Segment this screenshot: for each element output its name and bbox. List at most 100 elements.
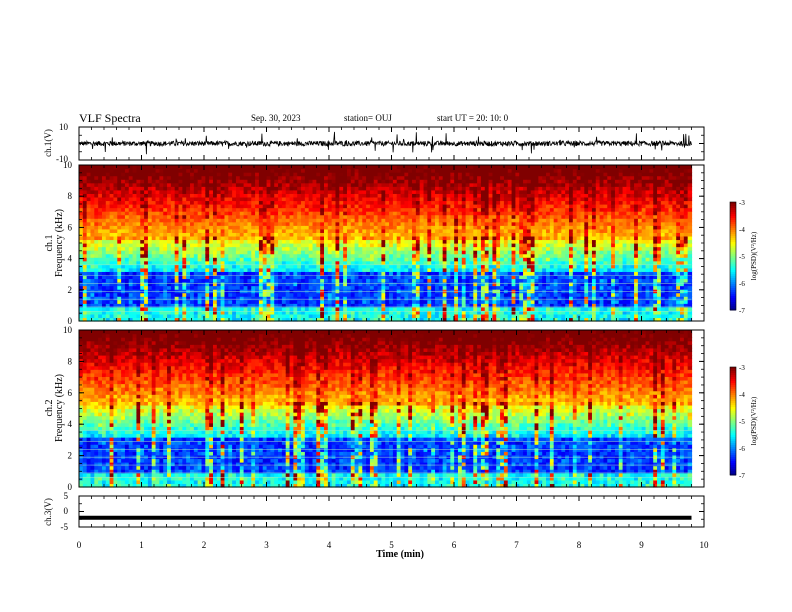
spectrogram-cell xyxy=(346,310,352,315)
spectrogram-cell xyxy=(377,257,383,262)
spectrogram-cell xyxy=(308,303,314,308)
spectrogram-cell xyxy=(327,250,333,255)
spectrogram-cell xyxy=(86,189,92,194)
spectrogram-cell xyxy=(324,172,329,177)
spectrogram-cell xyxy=(423,306,428,311)
spectrogram-cell xyxy=(182,267,187,272)
spectrogram-cell xyxy=(178,211,183,216)
spectrogram-cell xyxy=(182,225,187,230)
spectrogram-cell xyxy=(377,225,383,230)
spectrogram-cell xyxy=(243,239,249,244)
spectrogram-cell xyxy=(289,207,294,212)
spectrogram-cell xyxy=(324,292,329,297)
spectrogram-cell xyxy=(465,313,471,319)
spectrogram-cell xyxy=(235,207,241,212)
spectrogram-cell xyxy=(343,267,348,272)
spectrogram-cell xyxy=(477,193,482,198)
spectrogram-cell xyxy=(442,239,448,244)
spectrogram-cell xyxy=(465,175,471,180)
spectrogram-cell xyxy=(220,165,226,170)
spectrogram-cell xyxy=(205,189,210,194)
spectrogram-cell xyxy=(209,260,214,265)
spectrogram-cell xyxy=(186,260,191,265)
spectrogram-cell xyxy=(289,211,294,216)
spectrogram-cell xyxy=(151,175,157,180)
spectrogram-cell xyxy=(262,257,268,262)
spectrogram-cell xyxy=(381,207,386,212)
spectrogram-cell xyxy=(140,313,145,319)
spectrogram-cell xyxy=(496,207,501,212)
spectrogram-cell xyxy=(136,207,141,212)
spectrogram-cell xyxy=(362,260,367,265)
spectrogram-cell xyxy=(492,228,497,233)
spectrogram-cell xyxy=(224,239,229,244)
spectrogram-cell xyxy=(400,175,405,180)
spectrogram-cell xyxy=(477,204,482,209)
spectrogram-cell xyxy=(86,228,92,233)
spectrogram-cell xyxy=(435,225,440,230)
spectrogram-cell xyxy=(79,193,84,198)
spectrogram-cell xyxy=(480,250,486,255)
spectrogram-cell xyxy=(297,264,302,269)
spectrogram-cell xyxy=(324,218,329,223)
spectrogram-cell xyxy=(312,200,317,205)
spectrogram-cell xyxy=(324,175,329,180)
spectrogram-cell xyxy=(293,204,298,209)
spectrogram-cell xyxy=(308,317,314,322)
spectrogram-cell xyxy=(201,267,206,272)
spectrogram-cell xyxy=(461,310,467,315)
spectrogram-cell xyxy=(113,299,118,304)
spectrogram-cell xyxy=(79,182,84,187)
spectrogram-cell xyxy=(209,282,214,287)
spectrogram-cell xyxy=(190,225,195,230)
spectrogram-cell xyxy=(209,253,214,258)
spectrogram-cell xyxy=(389,264,394,269)
spectrogram-cell xyxy=(151,260,157,265)
spectrogram-cell xyxy=(266,232,272,237)
spectrogram-cell xyxy=(346,172,352,177)
spectrogram-cell xyxy=(454,257,459,262)
spectrogram-cell xyxy=(446,271,451,276)
spectrogram-cell xyxy=(147,165,153,170)
spectrogram-cell xyxy=(423,218,428,223)
spectrogram-cell xyxy=(232,175,237,180)
spectrogram-cell xyxy=(343,250,348,255)
spectrogram-cell xyxy=(220,186,226,191)
spectrogram-cell xyxy=(419,243,425,248)
spectrogram-cell xyxy=(121,296,126,301)
spectrogram-cell xyxy=(197,285,203,290)
spectrogram-cell xyxy=(316,179,321,184)
spectrogram-cell xyxy=(477,243,482,248)
spectrogram-cell xyxy=(293,264,298,269)
spectrogram-cell xyxy=(320,317,325,322)
spectrogram-cell xyxy=(117,204,122,209)
spectrogram-cell xyxy=(209,232,214,237)
spectrogram-cell xyxy=(193,296,199,301)
spectrogram-cell xyxy=(343,246,348,251)
spectrogram-cell xyxy=(373,271,379,276)
spectrogram-cell xyxy=(212,285,218,290)
spectrogram-cell xyxy=(159,278,164,283)
spectrogram-cell xyxy=(262,260,268,265)
spectrogram-cell xyxy=(492,182,497,187)
spectrogram-cell xyxy=(354,246,360,251)
spectrogram-cell xyxy=(457,282,463,287)
spectrogram-cell xyxy=(400,264,405,269)
spectrogram-cell xyxy=(442,196,448,202)
spectrogram-cell xyxy=(79,278,84,283)
spectrogram-cell xyxy=(400,225,405,230)
spectrogram-cell xyxy=(105,296,111,301)
spectrogram-cell xyxy=(109,313,115,319)
spectrogram-cell xyxy=(232,299,237,304)
spectrogram-cell xyxy=(205,172,210,177)
spectrogram-cell xyxy=(121,253,126,258)
spectrogram-cell xyxy=(396,282,402,287)
spectrogram-cell xyxy=(358,257,363,262)
spectrogram-cell xyxy=(392,250,398,255)
spectrogram-cell xyxy=(484,292,490,297)
spectrogram-cell xyxy=(193,235,199,241)
spectrogram-cell xyxy=(132,250,138,255)
spectrogram-cell xyxy=(201,186,206,191)
spectrogram-cell xyxy=(132,232,138,237)
spectrogram-cell xyxy=(270,246,275,251)
